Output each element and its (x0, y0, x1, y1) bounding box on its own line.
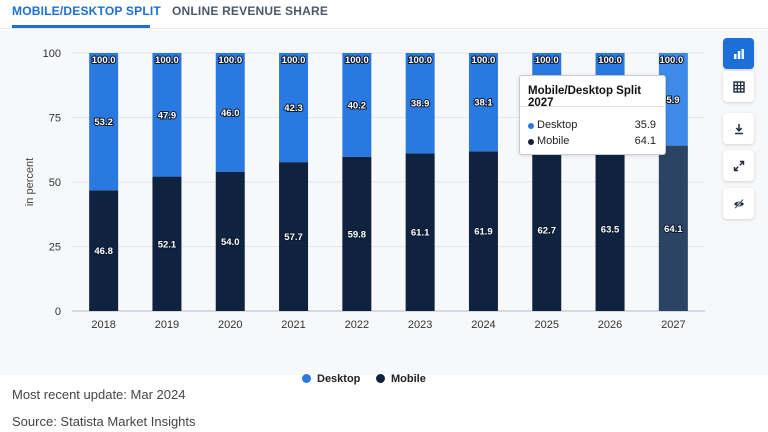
data-label-desktop-2020: 46.0 (221, 108, 240, 119)
bar-chart-icon (733, 48, 744, 59)
data-label-total-2026: 100.0 (598, 55, 622, 66)
bar-mobile-2025 (532, 149, 562, 311)
bar-desktop-2024 (468, 53, 498, 152)
y-tick-label: 25 (49, 242, 61, 254)
hide-icon (733, 198, 744, 209)
data-label-total-2023: 100.0 (408, 55, 432, 66)
data-label-total-2025: 100.0 (535, 55, 559, 66)
bar-desktop-2021 (279, 53, 309, 163)
active-tab-indicator (12, 25, 150, 28)
legend-label-desktop: Desktop (317, 373, 361, 385)
chart-panel: 0 25 50 75 100 in percent 46.8 53.2 100.0 2018 52.… (0, 30, 768, 385)
y-tick-label: 50 (49, 177, 61, 189)
data-label-desktop-2024: 38.1 (474, 98, 493, 109)
bar-mobile-2019 (152, 176, 182, 311)
data-label-total-2024: 100.0 (472, 55, 496, 66)
x-tick-label-2022: 2022 (345, 319, 369, 331)
data-label-mobile-2018: 46.8 (94, 246, 113, 257)
tooltip-dot-desktop (528, 123, 534, 129)
y-tick-label: 0 (55, 306, 61, 318)
data-label-desktop-2021: 42.3 (284, 103, 303, 114)
x-tick-label-2025: 2025 (535, 319, 559, 331)
x-tick-label-2019: 2019 (155, 319, 179, 331)
tooltip-label-desktop: Desktop (537, 119, 578, 131)
bar-mobile-2020 (215, 171, 245, 311)
data-label-total-2027: 100.0 (659, 55, 683, 66)
table-view-button[interactable] (723, 71, 754, 102)
data-label-total-2020: 100.0 (218, 55, 242, 66)
legend-dot-mobile (376, 374, 385, 383)
bar-mobile-2018 (89, 190, 119, 311)
legend-item-desktop[interactable]: Desktop (302, 373, 360, 385)
bar-desktop-2018 (89, 53, 119, 191)
tab-bar: MOBILE/DESKTOP SPLIT ONLINE REVENUE SHAR… (0, 0, 768, 29)
x-tick-label-2023: 2023 (408, 319, 432, 331)
bar-mobile-2022 (342, 156, 372, 311)
data-label-desktop-2018: 53.2 (94, 117, 113, 128)
tooltip-value-mobile: 64.1 (634, 135, 656, 147)
tab-mobile-desktop-split[interactable]: MOBILE/DESKTOP SPLIT (12, 4, 161, 18)
bar-desktop-2022 (342, 53, 372, 157)
x-tick-label-2018: 2018 (91, 319, 115, 331)
data-label-total-2019: 100.0 (155, 55, 179, 66)
x-tick-label-2021: 2021 (281, 319, 305, 331)
hide-button[interactable] (723, 188, 754, 219)
tooltip-value-desktop: 35.9 (634, 119, 656, 131)
data-label-mobile-2023: 61.1 (411, 228, 430, 239)
bar-desktop-2023 (405, 53, 435, 154)
download-icon (734, 123, 743, 134)
y-tick-label: 75 (49, 113, 61, 125)
tooltip-row-mobile: Mobile 64.1 (528, 135, 656, 149)
data-label-total-2022: 100.0 (345, 55, 369, 66)
bar-mobile-2027 (658, 145, 688, 311)
legend-item-mobile[interactable]: Mobile (376, 373, 426, 385)
x-tick-label-2027: 2027 (661, 319, 685, 331)
tooltip-label-mobile: Mobile (537, 135, 570, 147)
data-label-mobile-2025: 62.7 (538, 226, 557, 237)
data-label-mobile-2024: 61.9 (474, 227, 493, 238)
chart-view-button[interactable] (723, 38, 754, 69)
bar-mobile-2026 (595, 147, 625, 311)
bar-mobile-2023 (405, 153, 435, 311)
data-label-total-2018: 100.0 (92, 55, 116, 66)
chart-tooltip: Mobile/Desktop Split 2027 Desktop 35.9 M… (519, 75, 666, 155)
most-recent-update: Most recent update: Mar 2024 (12, 387, 186, 402)
table-icon (732, 80, 745, 93)
bar-mobile-2024 (468, 151, 498, 311)
stacked-bar-chart: 0 25 50 75 100 in percent 46.8 53.2 100.0 2018 52.… (24, 48, 705, 331)
bar-desktop-2020 (215, 53, 245, 172)
download-button[interactable] (723, 113, 754, 144)
x-tick-label-2026: 2026 (598, 319, 622, 331)
x-tick-label-2020: 2020 (218, 319, 242, 331)
data-label-mobile-2020: 54.0 (221, 237, 240, 248)
data-label-desktop-2019: 47.9 (158, 110, 177, 121)
data-label-desktop-2022: 40.2 (348, 100, 367, 111)
data-label-mobile-2022: 59.8 (348, 229, 367, 240)
fullscreen-button[interactable] (723, 150, 754, 181)
data-label-mobile-2019: 52.1 (158, 239, 177, 250)
data-label-desktop-2023: 38.9 (411, 99, 430, 110)
legend-label-mobile: Mobile (391, 373, 426, 385)
tooltip-divider (520, 106, 665, 107)
source-note: Source: Statista Market Insights (12, 414, 196, 429)
data-label-total-2021: 100.0 (282, 55, 306, 66)
bar-mobile-2021 (279, 162, 309, 311)
x-tick-label-2024: 2024 (471, 319, 495, 331)
tooltip-dot-mobile (528, 139, 534, 145)
data-label-mobile-2026: 63.5 (601, 225, 620, 236)
legend-dot-desktop (302, 374, 311, 383)
y-axis-label: in percent (24, 158, 36, 206)
bar-desktop-2019 (152, 53, 182, 177)
fullscreen-icon (733, 160, 744, 171)
y-tick-label: 100 (43, 48, 61, 60)
tooltip-row-desktop: Desktop 35.9 (528, 119, 656, 133)
data-label-mobile-2027: 64.1 (664, 224, 683, 235)
data-label-mobile-2021: 57.7 (284, 232, 303, 243)
tab-online-revenue-share[interactable]: ONLINE REVENUE SHARE (172, 4, 329, 18)
